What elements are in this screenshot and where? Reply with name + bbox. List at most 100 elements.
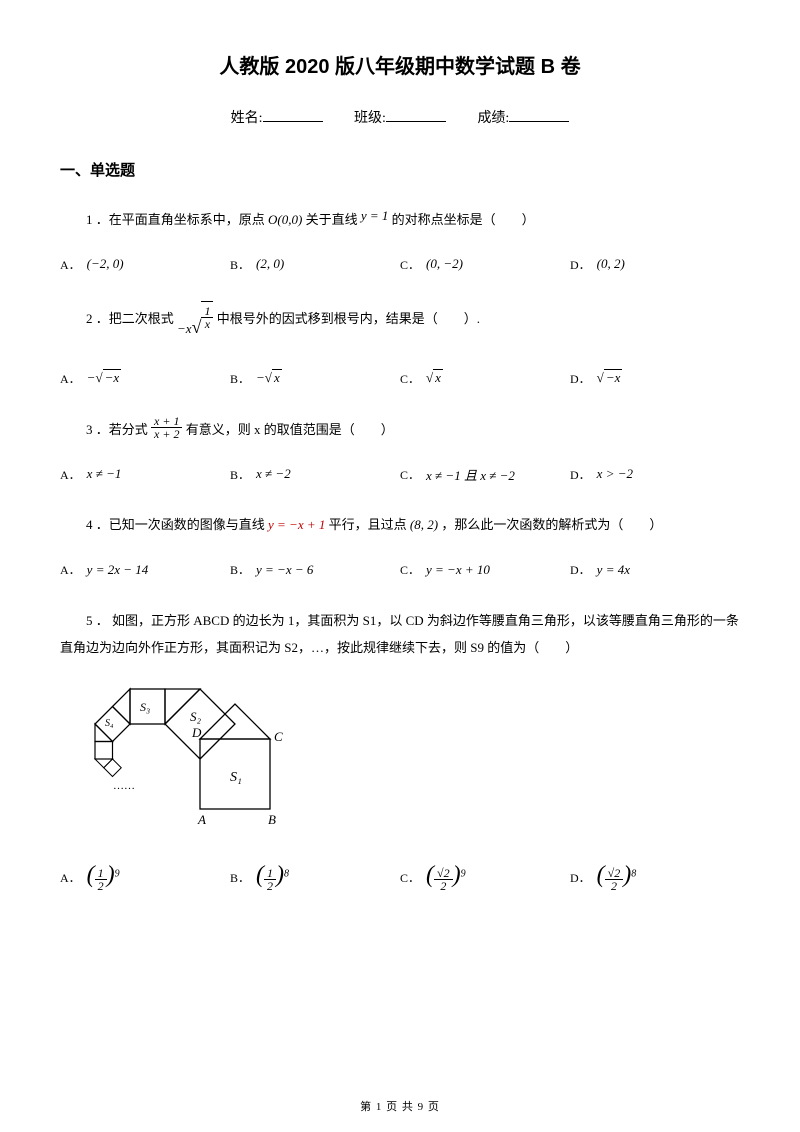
q2-opt-b[interactable]: B．−√x [230,365,400,391]
q5-opt-a[interactable]: A． (12)9 [60,862,230,892]
label-c: C [274,729,283,744]
name-label: 姓名: [231,111,263,126]
q4-text-c: ，那么此一次函数的解析式为（ ） [441,517,662,532]
label-s1: S₁ [230,770,242,785]
q1-text-a: 1 ．在平面直角坐标系中，原点 [86,212,265,227]
q1-text-b: 关于直线 [306,212,358,227]
q5-a-exp: 9 [115,869,120,880]
q4-b-val: y = −x − 6 [256,562,313,578]
q5-d-num: √2 [605,867,624,880]
label-s3: S₃ [140,700,150,714]
q5-options: A． (12)9 B． (12)8 C． (√22)9 D． (√22)8 [60,862,740,892]
q4-opt-c[interactable]: C．y = −x + 10 [400,557,570,583]
label-b: B [268,812,276,827]
q3-opt-a[interactable]: A．x ≠ −1 [60,461,230,487]
q3-c-val: x ≠ −1 且 x ≠ −2 [426,465,515,484]
q5-opt-c[interactable]: C． (√22)9 [400,862,570,892]
q2-c-rad: x [433,369,443,385]
q1-b-val: (2, 0) [256,256,284,272]
label-s4: S₄ [105,718,114,729]
q5-c-num: √2 [434,867,453,880]
q1-options: A．(−2, 0) B．(2, 0) C．(0, −2) D．(0, 2) [60,251,740,277]
label-s2: S₂ [190,709,202,724]
student-info-line: 姓名: 班级: 成绩: [60,107,740,127]
q2-b-rad: x [272,369,282,385]
question-3: 3 ．若分式 x + 1x + 2 有意义，则 x 的取值范围是（ ） [60,415,740,443]
q4-opt-d[interactable]: D．y = 4x [570,557,740,583]
q2-opt-c[interactable]: C．√x [400,365,570,391]
q2-opt-d[interactable]: D．√−x [570,365,740,391]
question-2: 2 ．把二次根式 −x√1x 中根号外的因式移到根号内，结果是（ ）. [60,301,740,347]
q3-a-val: x ≠ −1 [87,466,122,482]
q3-den: x + 2 [151,428,182,440]
q4-text-a: 4 ．已知一次函数的图像与直线 [86,517,265,532]
q5-a-num: 1 [95,867,107,880]
q2-options: A．−√−x B．−√x C．√x D．√−x [60,365,740,391]
q5-b-exp: 8 [284,869,289,880]
q2-text-b: 中根号外的因式移到根号内，结果是（ ）. [217,311,480,326]
q5-d-den: 2 [605,880,624,892]
q3-opt-d[interactable]: D．x > −2 [570,461,740,487]
q5-text: 5 ． 如图，正方形 ABCD 的边长为 1，其面积为 S1，以 CD 为斜边作… [60,613,739,655]
spiral-squares-svg: S₁ A B C D S₂ S₃ S₄ …… [80,679,315,839]
class-label: 班级: [354,111,386,126]
q3-opt-c[interactable]: C．x ≠ −1 且 x ≠ −2 [400,461,570,487]
q1-opt-c[interactable]: C．(0, −2) [400,251,570,277]
q5-opt-d[interactable]: D． (√22)8 [570,862,740,892]
q1-a-val: (−2, 0) [87,256,124,272]
q2-expr-num: 1 [201,305,213,318]
q2-expr-prefix: −x [177,321,192,336]
q2-a-rad: −x [103,369,122,385]
question-5: 5 ． 如图，正方形 ABCD 的边长为 1，其面积为 S1，以 CD 为斜边作… [60,607,740,662]
q5-d-exp: 8 [631,869,636,880]
question-1: 1 ．在平面直角坐标系中，原点 O(0,0) 关于直线 y = 1 的对称点坐标… [60,202,740,233]
q4-c-val: y = −x + 10 [426,562,490,578]
q5-figure: S₁ A B C D S₂ S₃ S₄ …… [80,679,740,844]
q2-d-rad: −x [604,369,623,385]
q4-point: (8, 2) [410,517,438,532]
q4-a-val: y = 2x − 14 [87,562,149,578]
score-blank[interactable] [509,107,569,122]
page-title: 人教版 2020 版八年级期中数学试题 B 卷 [60,50,740,79]
q3-options: A．x ≠ −1 B．x ≠ −2 C．x ≠ −1 且 x ≠ −2 D．x … [60,461,740,487]
q3-text-b: 有意义，则 x 的取值范围是（ ） [186,422,394,437]
label-a: A [197,812,206,827]
q3-opt-b[interactable]: B．x ≠ −2 [230,461,400,487]
q1-text-c: 的对称点坐标是（ ） [392,212,535,227]
q5-opt-b[interactable]: B． (12)8 [230,862,400,892]
q4-opt-b[interactable]: B．y = −x − 6 [230,557,400,583]
q1-d-val: (0, 2) [597,256,625,272]
q5-c-exp: 9 [461,869,466,880]
q1-c-val: (0, −2) [426,256,463,272]
q2-opt-a[interactable]: A．−√−x [60,365,230,391]
q3-text-a: 3 ．若分式 [86,422,148,437]
q4-options: A．y = 2x − 14 B．y = −x − 6 C．y = −x + 10… [60,557,740,583]
q1-opt-a[interactable]: A．(−2, 0) [60,251,230,277]
q2-expr-den: x [201,318,213,330]
question-4: 4 ．已知一次函数的图像与直线 y = −x + 1 平行，且过点 (8, 2)… [60,511,740,538]
q2-a-pre: − [87,370,96,385]
q3-b-val: x ≠ −2 [256,466,291,482]
q1-opt-b[interactable]: B．(2, 0) [230,251,400,277]
q5-b-num: 1 [264,867,276,880]
label-dots: …… [113,780,135,792]
q1-origin: O(0,0) [268,212,302,227]
page-footer: 第 1 页 共 9 页 [0,1098,800,1114]
q4-d-val: y = 4x [597,562,630,578]
q2-b-pre: − [256,370,265,385]
q4-text-b: 平行，且过点 [329,517,407,532]
q1-line-expr: y = 1 [361,208,389,223]
q4-red-expr: y = −x + 1 [268,517,325,532]
q5-b-den: 2 [264,880,276,892]
name-blank[interactable] [263,107,323,122]
q5-c-den: 2 [434,880,453,892]
q3-d-val: x > −2 [597,466,633,482]
q5-a-den: 2 [95,880,107,892]
class-blank[interactable] [386,107,446,122]
q1-opt-d[interactable]: D．(0, 2) [570,251,740,277]
section-header: 一、单选题 [60,159,740,180]
score-label: 成绩: [477,111,509,126]
q4-opt-a[interactable]: A．y = 2x − 14 [60,557,230,583]
exam-page: 人教版 2020 版八年级期中数学试题 B 卷 姓名: 班级: 成绩: 一、单选… [0,0,800,1132]
q2-text-a: 2 ．把二次根式 [86,311,174,326]
